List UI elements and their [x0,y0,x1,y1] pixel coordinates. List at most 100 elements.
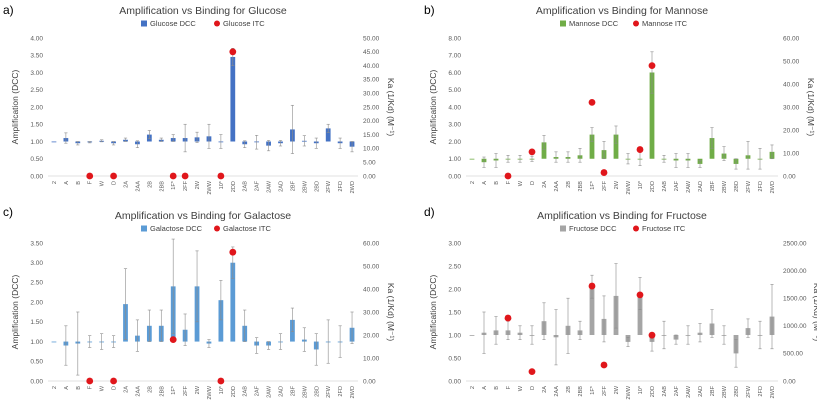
x-tick-label: 2WW [207,385,213,399]
x-tick-label: 2AW [686,180,692,193]
itc-point-2DD [648,331,656,339]
x-tick-label: 2A [124,386,130,393]
bar-2 [51,141,57,143]
legend-marker-itc [633,225,639,232]
panel-label: b) [424,3,435,17]
bar-2W [613,134,619,159]
y-tick-label: 1.50 [30,122,43,129]
y-axis-right-ticks: 0.00 10.00 20.00 30.00 40.00 50.00 60.00 [783,35,800,180]
itc-point-2DD [229,48,237,56]
x-tick-label: 2AW [267,180,273,193]
legend-label-itc: Fructose ITC [642,224,686,233]
y2-tick-label: 30.00 [783,104,800,111]
x-tick-label: 2FD [338,181,344,192]
y-tick-label: 8.00 [448,35,461,42]
chart-panel-2: b) Amplification vs Binding for Mannose Ma… [424,3,816,195]
x-tick-label: 2BF [710,180,716,191]
x-tick-label: B [76,181,82,185]
x-tick-label: 2AA [135,386,141,397]
error-bars [64,48,354,154]
x-tick-label: 2WD [770,386,776,398]
x-tick-label: 1F* [171,385,177,395]
itc-point-2DD [648,62,656,69]
itc-points [504,62,656,180]
x-tick-label: 1F* [171,180,177,190]
itc-point-2FF [600,169,608,176]
y-tick-label: 3.00 [30,70,43,77]
y-tick-label: 1.00 [30,339,43,346]
x-tick-label: 2BF [290,180,296,191]
bar-2 [469,335,475,336]
x-tick-label: A [64,181,70,185]
bar-1F* [589,134,595,159]
x-tick-label: 2AF [674,180,680,191]
bar-2DD [649,72,655,159]
x-tick-label: 2B [147,181,153,188]
bars [469,72,775,164]
itc-point-F [86,377,94,385]
y2-tick-label: 50.00 [783,58,800,65]
x-tick-label: 2AB [662,181,668,192]
x-tick-label: 2A [542,386,548,393]
legend-label-dcc: Fructose DCC [569,224,617,233]
bar-2FW [325,128,331,142]
x-tick-label: 2AB [662,386,668,397]
x-tick-label: 2B [566,386,572,393]
x-tick-label: W [518,180,524,186]
y-tick-label: 1.50 [448,309,461,316]
itc-points [86,248,237,385]
chart-title: Amplification vs Binding for Galactose [115,210,291,222]
x-tick-label: 2AB [243,181,249,192]
y-axis-title: Amplification (DCC) [428,275,438,350]
x-tick-label: 10* [638,180,644,189]
y-tick-label: 0.50 [448,355,461,362]
x-tick-label: 2FF [183,180,189,191]
x-tick-label: 2DD [650,181,656,192]
bar-2 [469,158,475,160]
panel-label: c) [3,205,13,219]
y-axis-left-ticks: 0.00 0.50 1.00 1.50 2.00 2.50 3.00 [448,240,461,385]
y-tick-label: 2.50 [30,280,43,287]
x-tick-label: 2FF [602,385,608,396]
y2-tick-label: 40.00 [363,286,380,293]
y-axis-right-ticks: 0.00 10.00 20.00 30.00 40.00 50.00 60.00 [363,240,380,385]
y-tick-label: 1.00 [448,332,461,339]
x-tick-label: 10* [638,385,644,394]
legend-label-itc: Glucose ITC [223,19,265,28]
y-tick-label: 2.50 [30,87,43,94]
chart-title: Amplification vs Binding for Mannose [536,5,708,17]
error-bars [482,263,774,368]
y2-tick-label: 20.00 [783,127,800,134]
bar-2DD [230,56,236,142]
y2-tick-label: 40.00 [363,63,380,70]
y-tick-label: 2.00 [448,286,461,293]
y2-tick-label: 50.00 [363,35,380,42]
y2-tick-label: 10.00 [363,355,380,362]
y2-tick-label: 15.00 [363,132,380,139]
x-tick-label: 2W [614,385,620,394]
bar-2 [51,341,57,343]
y2-tick-label: 60.00 [363,240,380,247]
x-tick-label: 2A [542,181,548,188]
x-tick-label: 2AD [698,386,704,397]
x-tick-label: 2WW [207,180,213,194]
x-tick-label: 10* [219,180,225,189]
x-tick-label: 2BF [710,385,716,396]
x-tick-label: 2 [52,386,58,389]
y2-tick-label: 45.00 [363,49,380,56]
x-tick-label: 1F* [590,385,596,395]
x-category-labels: 2 A B F W D 2A 2AA 2B 2BB 1F* 2FF 2W 2WW 10* 2DD 2AB 2AF 2… [470,385,776,399]
y2-tick-label: 25.00 [363,104,380,111]
x-tick-label: B [494,181,500,185]
itc-point-D [110,172,117,180]
x-tick-label: 2BD [314,386,320,397]
itc-point-1F* [588,99,596,106]
y2-tick-label: 500.00 [783,351,803,358]
y2-axis-title: Ka (1/Kd) (M⁻¹) [386,78,396,136]
y-tick-label: 6.00 [448,70,461,77]
x-tick-label: 2WW [626,180,632,194]
x-tick-label: 2FW [326,180,332,193]
itc-point-1F* [588,282,596,290]
y-tick-label: 1.00 [448,156,461,163]
